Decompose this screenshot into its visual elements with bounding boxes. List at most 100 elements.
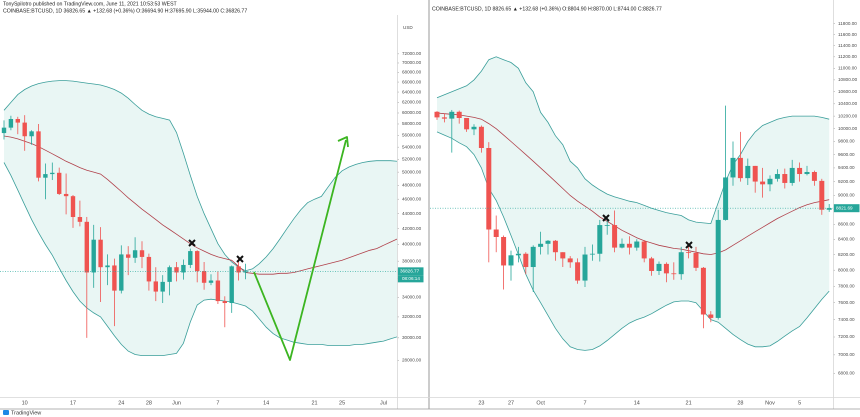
- band-line: [3, 135, 397, 275]
- x-tick-label: Nov: [765, 400, 775, 406]
- candle-body: [160, 281, 165, 292]
- y-tick-label: 48000.00: [402, 183, 422, 188]
- candle-body: [84, 221, 89, 273]
- x-tick-label: 27: [508, 400, 514, 406]
- candle-body: [575, 262, 581, 281]
- candle-body: [752, 165, 758, 182]
- x-tick-label: 21: [311, 400, 317, 406]
- y-tick-label: 7200.00: [838, 334, 855, 339]
- x-tick-label: Jul: [380, 400, 387, 406]
- candle-body: [471, 126, 477, 130]
- candle-body: [760, 181, 766, 185]
- candle-body: [434, 111, 440, 118]
- candle-body: [538, 243, 544, 247]
- y-tick-label: 10600.00: [838, 89, 858, 94]
- y-tick-label: 7600.00: [838, 300, 855, 305]
- candle-body: [708, 314, 714, 318]
- y-tick-label: 34000.00: [402, 294, 422, 299]
- logo-icon: [3, 410, 9, 415]
- countdown: 08:06:14: [402, 276, 420, 281]
- candle-body: [552, 240, 558, 253]
- candle-body: [582, 254, 588, 281]
- candle-body: [15, 118, 20, 123]
- candle-body: [167, 267, 172, 282]
- y-tick-label: 38000.00: [402, 258, 422, 263]
- y-tick-label: 10400.00: [838, 101, 858, 106]
- candle-body: [229, 266, 234, 304]
- candle-body: [656, 263, 662, 271]
- y-tick-label: 52000.00: [402, 157, 422, 162]
- price-label-bg: [833, 204, 860, 213]
- y-tick-label: 10800.00: [838, 77, 858, 82]
- y-tick-label: 9800.00: [838, 139, 855, 144]
- y-tick-label: 56000.00: [402, 133, 422, 138]
- y-tick-label: 7800.00: [838, 283, 855, 288]
- y-tick-label: 11000.00: [838, 65, 857, 70]
- candle-body: [243, 271, 248, 273]
- footer-text: TradingView: [11, 410, 41, 416]
- x-tick-label: 7: [216, 400, 219, 406]
- candle-body: [8, 118, 14, 128]
- y-tick-label: 11400.00: [838, 43, 857, 48]
- candle-body: [50, 172, 55, 175]
- candle-body: [767, 178, 773, 185]
- y-tick-label: 11200.00: [838, 54, 857, 59]
- candle-body: [195, 251, 200, 272]
- x-tick-label: 23: [478, 400, 484, 406]
- candle-body: [811, 171, 817, 181]
- candle-body: [201, 271, 207, 283]
- header-bg: [430, 0, 833, 14]
- footer-logo: TradingView: [3, 410, 41, 416]
- y-tick-label: 10000.00: [838, 126, 858, 131]
- candle-body: [634, 241, 640, 248]
- candle-body: [70, 196, 76, 218]
- candle-body: [43, 174, 48, 178]
- candle-body: [545, 240, 551, 244]
- y-tick-label: 9000.00: [838, 193, 855, 198]
- candle-body: [597, 225, 603, 254]
- y-tick-label: 10200.00: [838, 113, 858, 118]
- price-label: 8821.69: [836, 205, 853, 210]
- x-tick-label: 21: [686, 400, 692, 406]
- y-tick-label: 9600.00: [838, 152, 855, 157]
- candle-body: [826, 208, 832, 210]
- y-tick-label: 8600.00: [838, 222, 855, 227]
- candle-body: [456, 111, 462, 119]
- y-tick-label: 46000.00: [402, 196, 422, 201]
- candle-body: [63, 193, 69, 197]
- candle-body: [641, 241, 647, 259]
- candle-body: [523, 253, 529, 268]
- candle-body: [797, 167, 803, 175]
- candle-body: [737, 157, 743, 179]
- candle-body: [441, 117, 447, 119]
- candle-body: [493, 229, 499, 237]
- x-tick-label: 14: [263, 400, 269, 406]
- x-marker: [236, 255, 244, 263]
- y-tick-label: 7400.00: [838, 317, 855, 322]
- candle-body: [700, 267, 706, 315]
- header-bg: [0, 0, 428, 15]
- candle-body: [112, 265, 117, 291]
- candle-body: [774, 174, 780, 179]
- band-fill: [437, 56, 830, 351]
- candle-body: [1, 127, 7, 134]
- candle-body: [515, 253, 521, 256]
- x-markers: [188, 214, 693, 263]
- candle-body: [567, 258, 573, 263]
- candle-body: [782, 174, 788, 183]
- candle-body: [126, 254, 131, 258]
- candle-body: [464, 118, 470, 130]
- y-tick-label: 32000.00: [402, 314, 422, 319]
- candle-body: [181, 264, 186, 273]
- y-tick-label: 9200.00: [838, 179, 855, 184]
- x-tick-label: 25: [339, 400, 345, 406]
- candle-body: [619, 243, 625, 248]
- arrow-annotation: [253, 136, 349, 361]
- x-tick-label: 28: [146, 400, 152, 406]
- candle-body: [730, 157, 736, 178]
- y-tick-label: 54000.00: [402, 144, 422, 149]
- candle-body: [105, 265, 110, 268]
- candle-body: [215, 280, 221, 302]
- candle-body: [671, 273, 677, 275]
- x-tick-label: 17: [70, 400, 76, 406]
